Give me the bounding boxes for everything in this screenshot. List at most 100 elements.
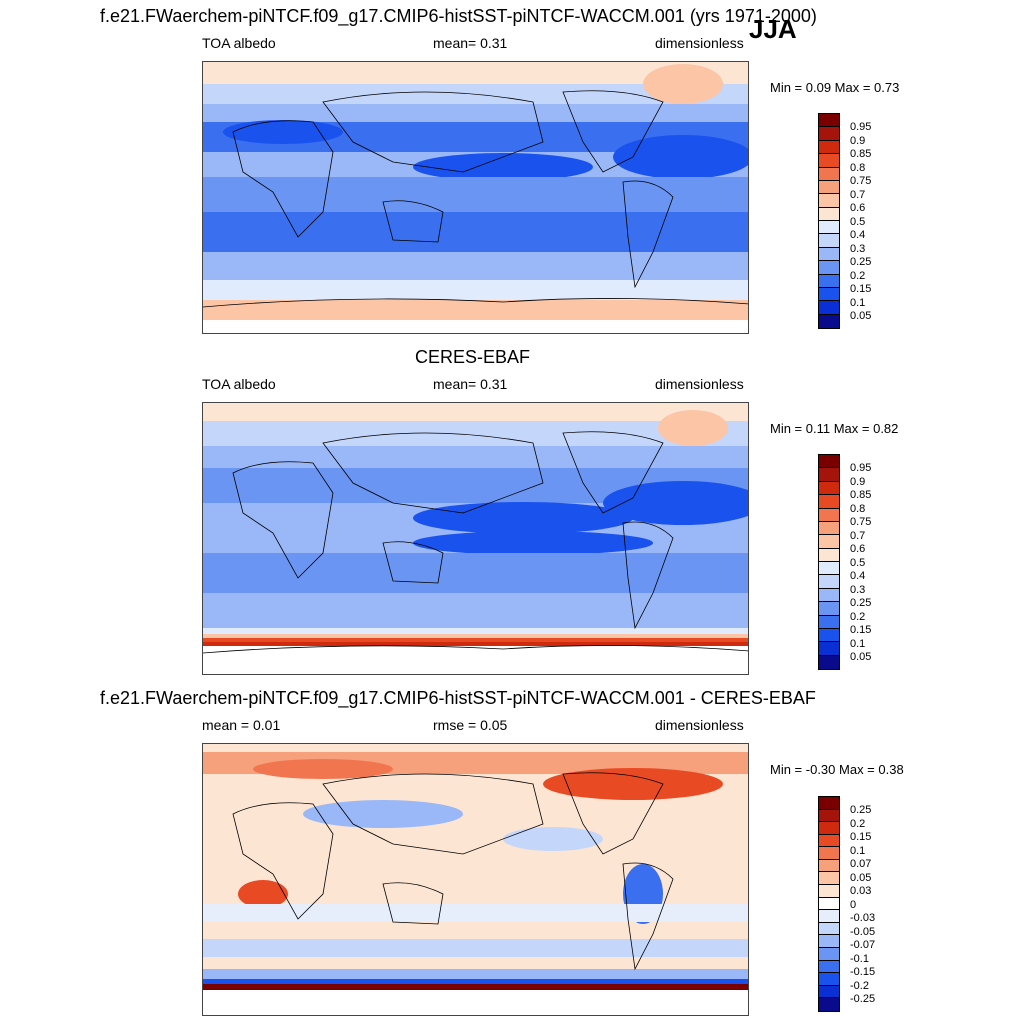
colorbar-swatch [819,985,839,999]
model-colorbar-tick: 0.7 [850,189,866,201]
diff-colorbar-tick: -0.03 [850,912,876,924]
obs-colorbar-tick: 0.9 [850,476,866,488]
greenland-high [658,410,728,446]
model-panel-title: f.e21.FWaerchem-piNTCF.f09_g17.CMIP6-his… [100,6,817,26]
colorbar-swatch [819,167,839,181]
colorbar-swatch [819,588,839,603]
diff-colorbar-tick: 0.25 [850,804,872,816]
colorbar-swatch [819,562,839,576]
eurasia-outline [322,432,544,514]
colorbar-swatch [819,642,839,656]
diff-colorbar-tick: -0.05 [850,926,876,938]
colorbar-swatch [819,455,839,469]
australia-outline [382,200,444,243]
obs-colorbar-tick: 0.25 [850,597,872,609]
midlat-south-band [203,593,748,628]
obs-colorbar-tick: 0.7 [850,530,866,542]
colorbar-swatch [819,314,839,328]
australia-outline [382,541,444,584]
colorbar-swatch [819,114,839,128]
colorbar-swatch [819,468,839,482]
model-units-label: dimensionless [655,35,744,51]
model-variable-label: TOA albedo [202,35,276,51]
colorbar-swatch [819,287,839,302]
north-america-outline [562,90,664,173]
africa-outline [232,120,334,238]
colorbar-swatch [819,655,839,669]
model-albedo-map [202,61,749,334]
obs-mean-label: mean= 0.31 [433,376,508,392]
eurasia-positive [253,759,393,779]
model-colorbar-tick: 0.25 [850,256,872,268]
obs-map-svg [203,403,748,674]
atlantic-low [603,481,748,525]
obs-colorbar-tick: 0.75 [850,516,872,528]
pacific-low [413,153,593,181]
subtropics-neutral [203,904,748,922]
north-america-outline [562,431,664,514]
model-mean-label: mean= 0.31 [433,35,508,51]
colorbar-swatch [819,234,839,248]
model-map-svg [203,62,748,333]
colorbar-swatch [819,261,839,275]
polar-night-band [203,646,748,674]
diff-minmax-label: Min = -0.30 Max = 0.38 [770,762,904,777]
obs-colorbar-tick: 0.2 [850,611,866,623]
obs-albedo-map [202,402,749,675]
obs-variable-label: TOA albedo [202,376,276,392]
diff-colorbar-tick: 0 [850,899,857,911]
africa-outline [232,802,334,920]
diff-colorbar-tick: 0.03 [850,885,872,897]
eurasia-outline [322,91,544,173]
colorbar-swatch [819,221,839,235]
storm-track-negative [203,969,748,979]
asia-negative [303,800,463,828]
diff-map-svg [203,744,748,1015]
model-colorbar-tick: 0.5 [850,216,866,228]
model-minmax-label: Min = 0.09 Max = 0.73 [770,80,900,95]
high-lat-band [203,421,748,446]
colorbar-swatch [819,140,839,155]
colorbar-swatch [819,495,839,509]
arctic-band [203,403,748,421]
south-america-outline [622,862,674,971]
africa-positive [238,880,288,908]
colorbar-swatch [819,872,839,886]
pacific-low [413,502,633,534]
midlat-south-band [203,252,748,280]
model-colorbar-tick: 0.9 [850,135,866,147]
model-colorbar-tick: 0.6 [850,202,866,214]
antarctica-outline [203,298,748,308]
colorbar-swatch [819,207,839,221]
model-colorbar-tick: 0.8 [850,162,866,174]
tropical-band [203,177,748,212]
colorbar-swatch [819,521,839,536]
south-america-outline [622,521,674,630]
diff-colorbar-tick: -0.25 [850,993,876,1005]
colorbar-swatch [819,834,839,848]
colorbar-swatch [819,180,839,195]
arctic-band [203,62,748,84]
colorbar-swatch [819,922,839,936]
obs-minmax-label: Min = 0.11 Max = 0.82 [770,421,899,436]
diff-colorbar-tick: -0.15 [850,966,876,978]
australia-outline [382,882,444,925]
colorbar-swatch [819,127,839,141]
diff-rmse-label: rmse = 0.05 [433,717,508,733]
colorbar-swatch [819,935,839,948]
north-america-outline [562,772,664,855]
model-colorbar [818,113,840,329]
diff-colorbar-tick: 0.2 [850,818,866,830]
antarctic-strong-positive [203,984,748,990]
colorbar-swatch [819,973,839,986]
obs-colorbar [818,454,840,670]
diff-colorbar-tick: -0.2 [850,980,869,992]
obs-colorbar-tick: 0.85 [850,489,872,501]
colorbar-swatch [819,274,839,288]
colorbar-swatch [819,897,839,911]
colorbar-swatch [819,154,839,168]
obs-colorbar-tick: 0.5 [850,557,866,569]
diff-albedo-map [202,743,749,1016]
greenland-high [643,64,723,104]
storm-track-band [203,280,748,300]
